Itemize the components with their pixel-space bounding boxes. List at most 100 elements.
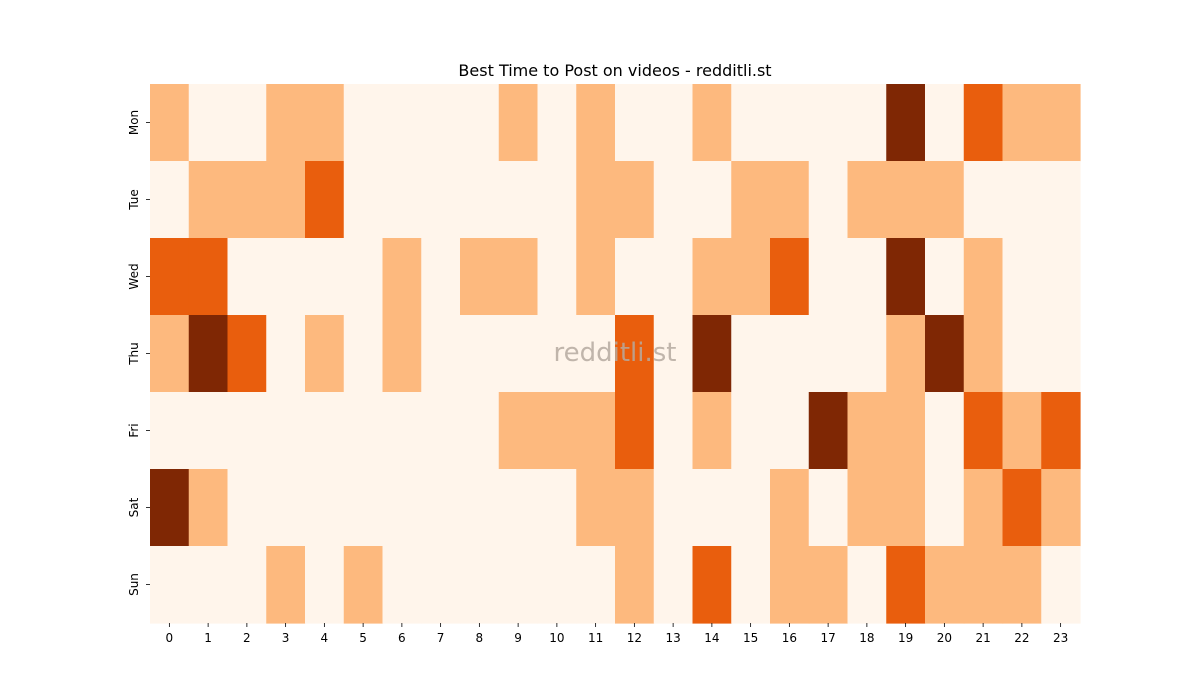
heatmap-cell-wed-18 xyxy=(847,238,887,316)
heatmap-cell-mon-13 xyxy=(653,84,694,162)
heatmap-cell-fri-4 xyxy=(305,392,345,470)
x-axis-ticks: 0 1 2 3 4 5 6 7 8 9 10 11 12 13 14 15 16 17 18 19 20 21 22 23 xyxy=(166,623,1068,645)
heatmap-cell-wed-20 xyxy=(925,238,965,316)
heatmap-cell-tue-9 xyxy=(498,161,539,239)
x-tick-label-21: 21 xyxy=(975,631,990,645)
x-tick-label-15: 15 xyxy=(743,631,758,645)
heatmap-cell-mon-2 xyxy=(227,84,267,162)
heatmap-cell-wed-8 xyxy=(460,238,500,316)
heatmap-cell-tue-16 xyxy=(770,161,810,239)
heatmap-cell-thu-8 xyxy=(460,315,500,393)
heatmap-cell-thu-5 xyxy=(343,315,384,393)
heatmap-cell-tue-11 xyxy=(576,161,616,239)
heatmap-cell-fri-1 xyxy=(188,392,229,470)
heatmap-cell-thu-15 xyxy=(731,315,771,393)
heatmap-cell-tue-20 xyxy=(925,161,965,239)
y-tick-label-tue: Tue xyxy=(127,189,141,211)
heatmap-cell-sat-0 xyxy=(150,469,190,547)
heatmap-cell-tue-18 xyxy=(847,161,887,239)
heatmap-cell-tue-8 xyxy=(460,161,500,239)
heatmap-cell-fri-20 xyxy=(925,392,965,470)
heatmap-cell-sun-13 xyxy=(653,546,694,624)
heatmap-cell-mon-1 xyxy=(188,84,229,162)
x-tick-label-2: 2 xyxy=(243,631,251,645)
heatmap-cell-sat-15 xyxy=(731,469,771,547)
heatmap-cell-wed-3 xyxy=(266,238,306,316)
heatmap-cell-tue-14 xyxy=(692,161,732,239)
heatmap-cell-fri-15 xyxy=(731,392,771,470)
heatmap-cell-wed-6 xyxy=(382,238,422,316)
heatmap-cell-fri-14 xyxy=(692,392,732,470)
heatmap-cell-tue-1 xyxy=(188,161,229,239)
x-tick-label-23: 23 xyxy=(1053,631,1068,645)
heatmap-cell-sun-12 xyxy=(615,546,655,624)
heatmap-cell-sat-14 xyxy=(692,469,732,547)
heatmap-cell-tue-17 xyxy=(808,161,849,239)
heatmap-cell-fri-9 xyxy=(498,392,539,470)
heatmap-cell-sat-13 xyxy=(653,469,694,547)
heatmap-cell-mon-0 xyxy=(150,84,190,162)
heatmap-cell-mon-17 xyxy=(808,84,849,162)
x-tick-label-0: 0 xyxy=(166,631,174,645)
heatmap-cell-tue-2 xyxy=(227,161,267,239)
y-axis-ticks: Mon Tue Wed Thu Fri Sat Sun xyxy=(127,110,150,596)
heatmap-cell-sun-18 xyxy=(847,546,887,624)
x-tick-label-16: 16 xyxy=(782,631,797,645)
heatmap-cell-mon-22 xyxy=(1002,84,1042,162)
heatmap-cell-tue-0 xyxy=(150,161,190,239)
heatmap-cell-sat-10 xyxy=(537,469,577,547)
heatmap-cell-mon-10 xyxy=(537,84,577,162)
heatmap-cell-wed-16 xyxy=(770,238,810,316)
x-tick-label-4: 4 xyxy=(321,631,329,645)
heatmap-cell-sun-14 xyxy=(692,546,732,624)
heatmap-cell-sat-18 xyxy=(847,469,887,547)
heatmap-cell-fri-3 xyxy=(266,392,306,470)
x-tick-label-14: 14 xyxy=(704,631,719,645)
x-tick-label-22: 22 xyxy=(1014,631,1029,645)
heatmap-cell-sun-8 xyxy=(460,546,500,624)
heatmap-cell-fri-16 xyxy=(770,392,810,470)
heatmap-cell-mon-21 xyxy=(963,84,1004,162)
heatmap-cell-wed-13 xyxy=(653,238,694,316)
heatmap-cell-sun-20 xyxy=(925,546,965,624)
heatmap-cell-mon-6 xyxy=(382,84,422,162)
x-tick-label-5: 5 xyxy=(359,631,367,645)
heatmap-cell-mon-3 xyxy=(266,84,306,162)
heatmap-cell-thu-4 xyxy=(305,315,345,393)
x-tick-label-3: 3 xyxy=(282,631,290,645)
heatmap-cell-wed-0 xyxy=(150,238,190,316)
heatmap-cell-thu-2 xyxy=(227,315,267,393)
heatmap-cell-mon-19 xyxy=(886,84,926,162)
heatmap-cell-fri-2 xyxy=(227,392,267,470)
heatmap-cell-thu-13 xyxy=(653,315,694,393)
heatmap-cell-thu-22 xyxy=(1002,315,1042,393)
heatmap-cell-sat-6 xyxy=(382,469,422,547)
heatmap-cell-tue-23 xyxy=(1041,161,1081,239)
x-tick-label-11: 11 xyxy=(588,631,603,645)
heatmap-cell-sun-23 xyxy=(1041,546,1081,624)
heatmap-cell-wed-23 xyxy=(1041,238,1081,316)
heatmap-cell-sat-11 xyxy=(576,469,616,547)
heatmap-cell-wed-5 xyxy=(343,238,384,316)
heatmap-cell-wed-9 xyxy=(498,238,539,316)
heatmap-cell-mon-4 xyxy=(305,84,345,162)
heatmap-cell-mon-15 xyxy=(731,84,771,162)
heatmap-cell-fri-10 xyxy=(537,392,577,470)
heatmap-cell-tue-10 xyxy=(537,161,577,239)
heatmap-cell-sun-21 xyxy=(963,546,1004,624)
heatmap-cell-sun-0 xyxy=(150,546,190,624)
heatmap-cell-sun-11 xyxy=(576,546,616,624)
heatmap-cell-mon-16 xyxy=(770,84,810,162)
heatmap-cell-thu-17 xyxy=(808,315,849,393)
watermark: redditli.st xyxy=(554,338,677,368)
heatmap-cell-tue-3 xyxy=(266,161,306,239)
heatmap-cell-sat-1 xyxy=(188,469,229,547)
heatmap-cell-thu-1 xyxy=(188,315,229,393)
heatmap-cell-sun-4 xyxy=(305,546,345,624)
heatmap-cell-wed-4 xyxy=(305,238,345,316)
x-tick-label-7: 7 xyxy=(437,631,445,645)
heatmap-cell-tue-19 xyxy=(886,161,926,239)
heatmap-cell-fri-18 xyxy=(847,392,887,470)
heatmap-cell-fri-23 xyxy=(1041,392,1081,470)
